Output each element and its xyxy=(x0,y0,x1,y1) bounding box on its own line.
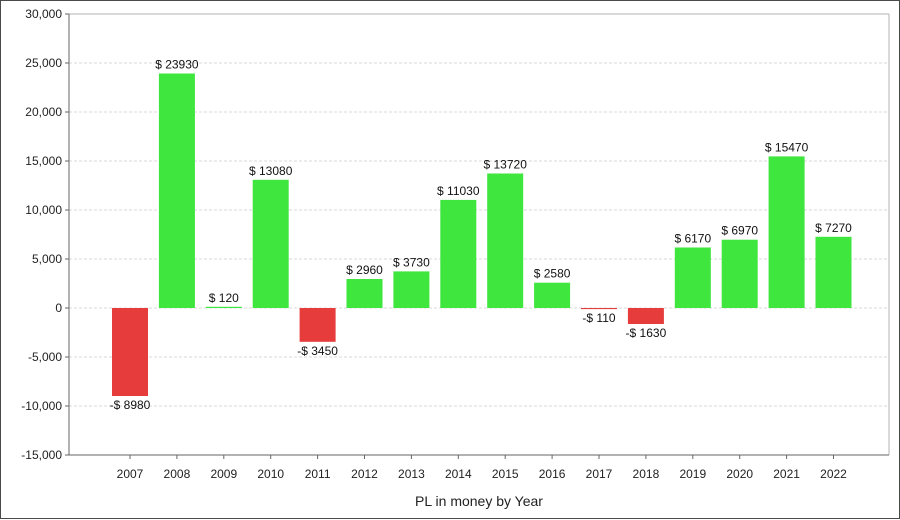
x-tick-label-2009: 2009 xyxy=(210,467,237,481)
data-label-2021: $ 15470 xyxy=(765,140,809,154)
x-tick-label-2013: 2013 xyxy=(398,467,425,481)
data-label-2011: -$ 3450 xyxy=(297,344,338,358)
y-tick-label: 30,000 xyxy=(25,7,62,21)
bar-2015 xyxy=(487,173,524,308)
y-tick-label: -10,000 xyxy=(21,399,62,413)
bar-2017 xyxy=(581,308,617,310)
bar-2013 xyxy=(393,271,430,308)
data-label-2012: $ 2960 xyxy=(346,263,383,277)
data-label-2018: -$ 1630 xyxy=(626,326,667,340)
data-label-2015: $ 13720 xyxy=(484,158,528,172)
x-tick-label-2020: 2020 xyxy=(726,467,753,481)
x-tick-label-2021: 2021 xyxy=(773,467,800,481)
bar-2011 xyxy=(299,308,336,342)
data-label-2022: $ 7270 xyxy=(815,221,852,235)
y-tick-label: 20,000 xyxy=(25,105,62,119)
data-label-2009: $ 120 xyxy=(209,291,239,305)
bar-2014 xyxy=(440,199,477,308)
data-label-2014: $ 11030 xyxy=(437,184,480,198)
bar-2021 xyxy=(768,156,805,308)
bar-2016 xyxy=(534,282,571,308)
bar-2018 xyxy=(627,308,664,324)
gridlines xyxy=(69,62,889,407)
x-tick-label-2017: 2017 xyxy=(586,467,613,481)
x-tick-label-2015: 2015 xyxy=(492,467,519,481)
x-tick-label-2018: 2018 xyxy=(633,467,660,481)
y-tick-label: 5,000 xyxy=(32,252,62,266)
x-axis-title: PL in money by Year xyxy=(415,493,543,509)
data-label-2017: -$ 110 xyxy=(582,311,615,325)
bar-2010 xyxy=(252,179,289,308)
bar-2020 xyxy=(721,239,758,308)
data-label-2019: $ 6170 xyxy=(674,232,711,246)
y-tick-label: 10,000 xyxy=(25,203,62,217)
x-tick-label-2014: 2014 xyxy=(445,467,472,481)
x-tick-label-2011: 2011 xyxy=(305,467,331,481)
data-label-2007: -$ 8980 xyxy=(110,398,151,412)
axes: 30,000 25,000 20,000 15,000 10,000 5,000 0 -5,0… xyxy=(21,7,890,481)
bar-2012 xyxy=(346,279,383,308)
x-tick-label-2019: 2019 xyxy=(679,467,706,481)
bar-2009 xyxy=(205,306,242,308)
data-label-2010: $ 13080 xyxy=(249,164,293,178)
y-tick-label: 0 xyxy=(55,301,62,315)
bars xyxy=(112,73,852,396)
bar-2022 xyxy=(815,236,852,308)
bar-2019 xyxy=(674,247,711,308)
data-labels: -$ 8980 $ 23930 $ 120 $ 13080 -$ 3450 $ 2960 $… xyxy=(110,58,853,413)
data-label-2016: $ 2580 xyxy=(534,267,571,281)
x-tick-label-2022: 2022 xyxy=(820,467,847,481)
x-tick-label-2008: 2008 xyxy=(164,467,191,481)
data-label-2013: $ 3730 xyxy=(393,255,430,269)
x-tick-label-2007: 2007 xyxy=(117,467,144,481)
plot-area xyxy=(69,14,889,455)
y-tick-label: 15,000 xyxy=(25,154,62,168)
x-tick-label-2010: 2010 xyxy=(257,467,284,481)
y-tick-label: -15,000 xyxy=(21,448,62,462)
x-tick-label-2012: 2012 xyxy=(351,467,378,481)
x-tick-label-2016: 2016 xyxy=(539,467,566,481)
bar-2008 xyxy=(158,73,195,308)
data-label-2008: $ 23930 xyxy=(155,58,199,72)
bar-2007 xyxy=(112,308,148,396)
data-label-2020: $ 6970 xyxy=(721,224,758,238)
y-tick-label: -5,000 xyxy=(28,350,62,364)
y-tick-label: 25,000 xyxy=(25,56,62,70)
